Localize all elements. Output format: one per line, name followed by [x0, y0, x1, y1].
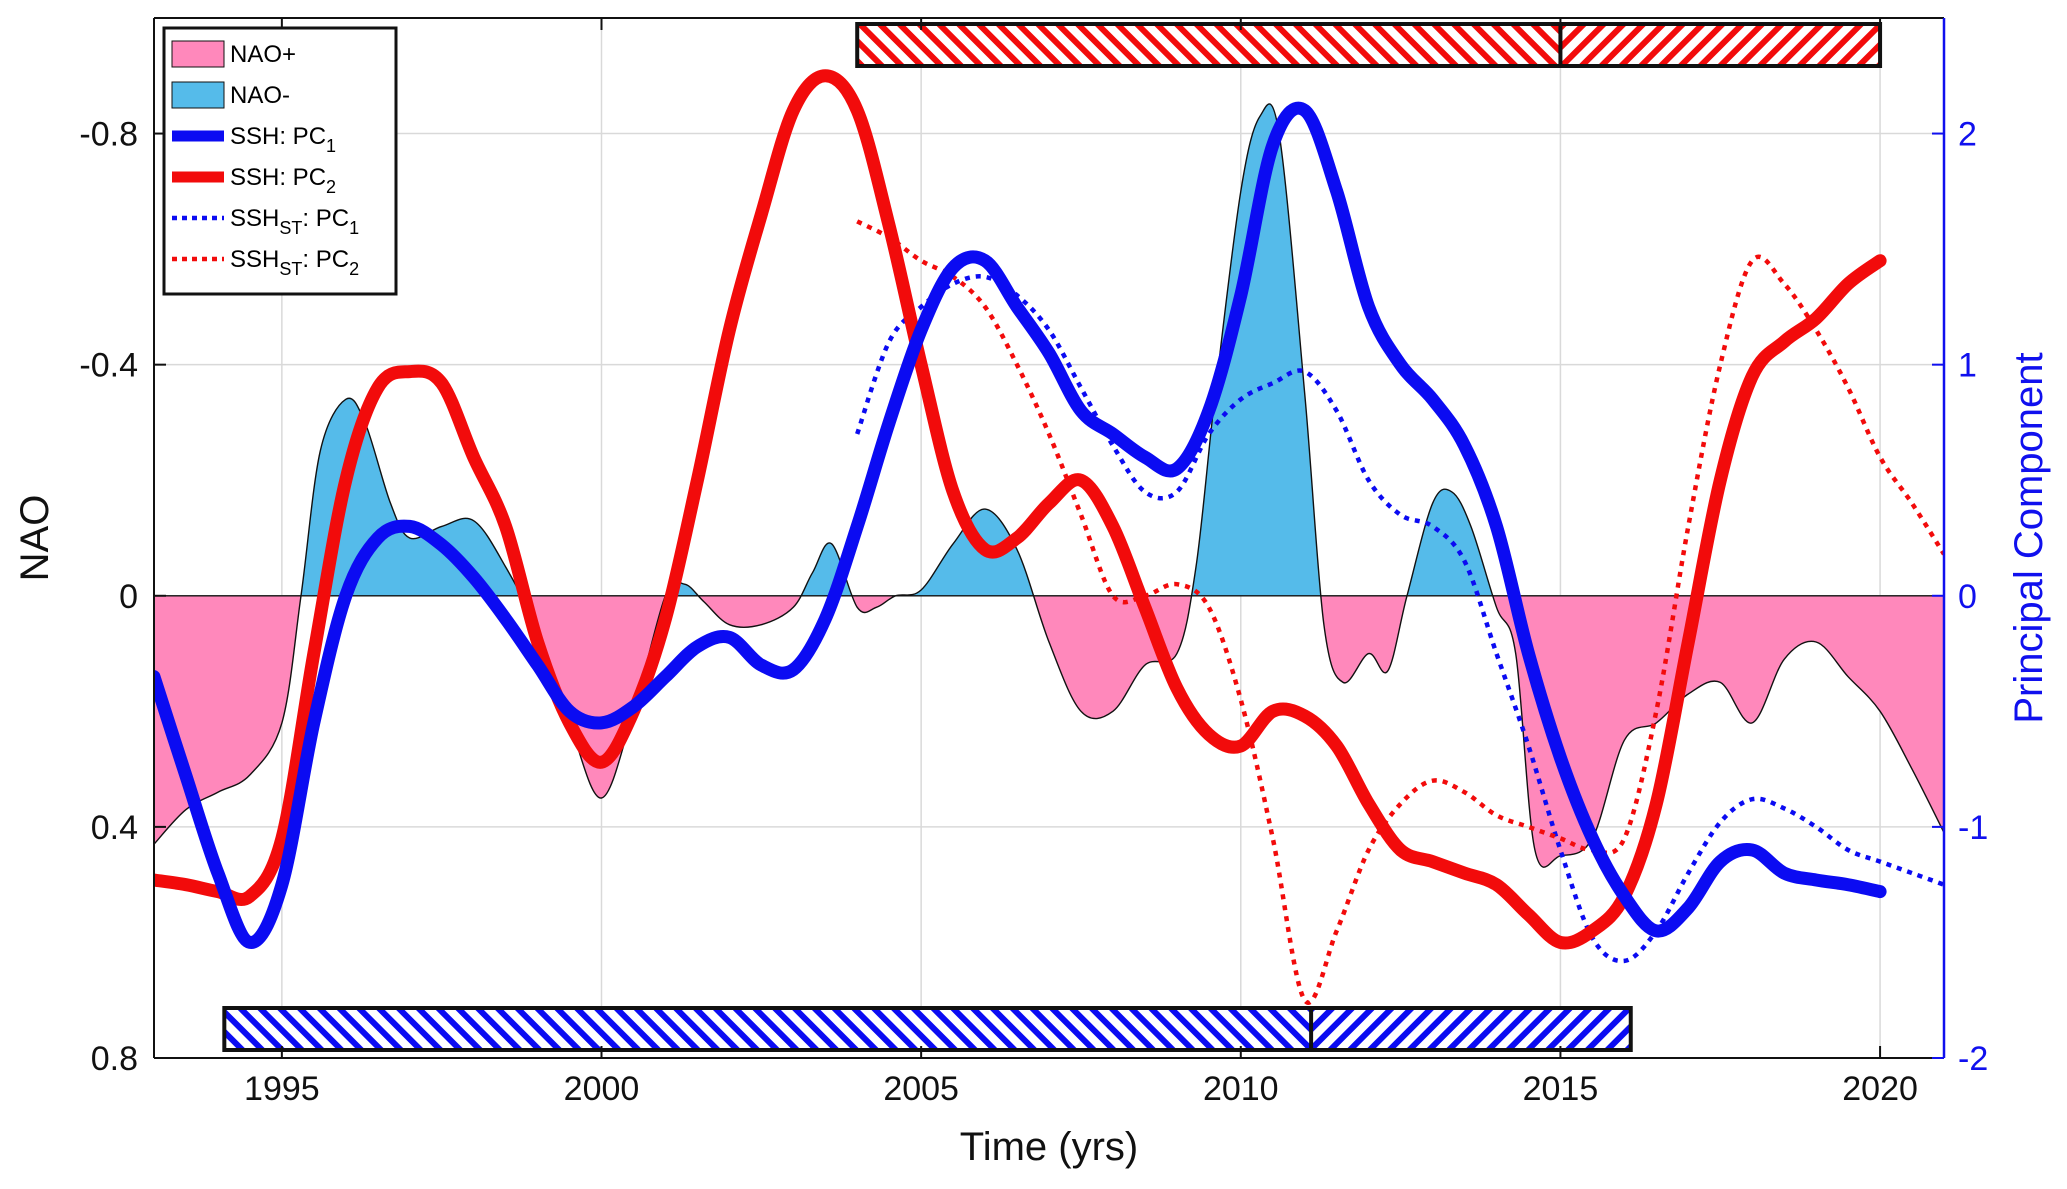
legend-label: SSHST: PC2: [230, 246, 359, 279]
axes: 1995 2000 2005 2010 2015 2020 -0.8 -0.4 0 0.4 0.8 2…: [79, 17, 1988, 1108]
period-bar-top-frame: [855, 22, 1883, 68]
y-right-tick-label: -1: [1958, 809, 1988, 847]
legend-label: NAO+: [230, 41, 296, 68]
series-line-ssh-st-pc2: [856, 219, 1944, 1005]
legend-swatch: [171, 81, 225, 109]
legend-box: [162, 26, 398, 296]
period-bar-bottom-second: [1311, 1008, 1631, 1050]
nao-negative-area: [301, 104, 1493, 596]
y-right-tick-label: 0: [1958, 578, 1977, 616]
y-left-tick-label: -0.8: [79, 116, 138, 154]
period-bar-bottom-first: [224, 1008, 1312, 1050]
period-bar-top-second: [1560, 24, 1881, 66]
series-lines: [154, 69, 1944, 1005]
legend-label: SSH: PC2: [230, 164, 336, 197]
y-axis-label-left: NAO: [13, 495, 57, 582]
y-left-tick-label: -0.4: [79, 347, 138, 385]
x-tick-label: 1995: [244, 1070, 320, 1108]
legend-swatch: [171, 40, 225, 68]
legend: NAO+ NAO- SSH: PC1 SSH: PC2 SSHST: PC1 SSHST:…: [162, 26, 398, 296]
nao-positive-area: [154, 595, 1944, 867]
period-bar-top-first: [857, 24, 1561, 66]
y-axis-label-right: Principal Component: [2007, 352, 2051, 723]
x-axis-label: Time (yrs): [960, 1125, 1138, 1169]
y-left-tick-label: 0: [119, 578, 138, 616]
x-tick-label: 2020: [1842, 1070, 1918, 1108]
legend-label: NAO-: [230, 82, 290, 109]
x-tick-label: 2010: [1203, 1070, 1279, 1108]
y-right-tick-label: -2: [1958, 1040, 1988, 1078]
y-left-tick-label: 0.8: [91, 1040, 138, 1078]
period-bars: [222, 22, 1883, 1052]
legend-label: SSHST: PC1: [230, 205, 359, 238]
x-tick-label: 2005: [883, 1070, 959, 1108]
y-left-tick-label: 0.4: [91, 809, 138, 847]
series-line-ssh-pc2: [154, 69, 1887, 950]
y-right-tick-label: 1: [1958, 347, 1977, 385]
x-tick-label: 2015: [1523, 1070, 1599, 1108]
nao-curve: [154, 103, 1944, 868]
series-line-ssh-st-pc1: [855, 274, 1944, 964]
y-right-tick-label: 2: [1958, 116, 1977, 154]
nao-area: [154, 103, 1944, 868]
period-bar-bottom-frame: [222, 1006, 1633, 1052]
legend-label: SSH: PC1: [230, 123, 336, 156]
x-tick-label: 2000: [564, 1070, 640, 1108]
series-line-ssh-pc1: [154, 101, 1887, 949]
